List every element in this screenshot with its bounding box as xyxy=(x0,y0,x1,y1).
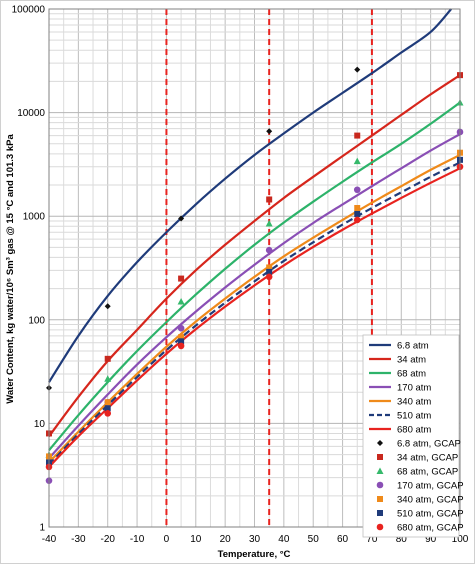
data-point xyxy=(104,405,111,412)
legend-label: 34 atm, GCAP xyxy=(397,452,458,463)
y-tick-label: 10 xyxy=(34,419,46,430)
data-point xyxy=(354,211,361,218)
y-tick-label: 100000 xyxy=(12,5,46,16)
legend-label: 340 atm xyxy=(397,396,431,407)
data-point xyxy=(178,215,185,222)
plot-border xyxy=(48,8,461,528)
x-tick-label: -20 xyxy=(100,534,115,545)
series-line xyxy=(48,153,461,464)
data-point xyxy=(354,132,361,139)
x-tick-label: 100 xyxy=(452,534,469,545)
legend-marker-swatch xyxy=(377,440,383,446)
y-tick-label: 1 xyxy=(39,523,45,534)
x-tick-label: 80 xyxy=(396,534,408,545)
data-point xyxy=(353,186,361,194)
series-line xyxy=(48,101,461,452)
data-point xyxy=(265,273,273,281)
y-tick-label: 10000 xyxy=(17,108,45,119)
legend-label: 170 atm, GCAP xyxy=(397,480,464,491)
y-axis-title: Water Content, kg water/10⁶ Sm³ gas @ 15… xyxy=(5,134,16,404)
x-tick-label: 20 xyxy=(220,534,232,545)
series-lines xyxy=(48,8,461,468)
x-tick-label: 30 xyxy=(249,534,261,545)
data-point xyxy=(266,196,273,203)
data-point xyxy=(353,157,361,165)
legend-marker-swatch xyxy=(376,481,384,489)
legend-label: 510 atm xyxy=(397,410,431,421)
data-point xyxy=(354,204,361,211)
legend-label: 680 atm xyxy=(397,424,431,435)
legend-label: 6.8 atm, GCAP xyxy=(397,438,461,449)
legend-marker-swatch xyxy=(376,467,384,474)
series-line xyxy=(48,167,461,468)
legend-box xyxy=(362,334,460,538)
data-point xyxy=(178,334,185,341)
x-tick-label: -30 xyxy=(71,534,86,545)
data-point xyxy=(177,342,185,350)
legend-marker-swatch xyxy=(376,523,384,531)
x-axis-title: Temperature, °C xyxy=(218,549,291,560)
legend-marker-swatch xyxy=(377,496,383,502)
x-tick-label: 10 xyxy=(190,534,202,545)
legend-label: 68 atm, GCAP xyxy=(397,466,458,477)
data-point xyxy=(266,268,273,275)
data-point xyxy=(104,303,111,310)
data-point xyxy=(266,264,273,271)
data-point xyxy=(353,216,361,224)
data-point xyxy=(177,298,185,305)
data-point xyxy=(178,275,185,282)
x-tick-label: 90 xyxy=(425,534,437,545)
data-point xyxy=(177,324,185,332)
series-line xyxy=(48,74,461,437)
x-tick-label: 70 xyxy=(366,534,378,545)
legend-label: 510 atm, GCAP xyxy=(397,508,464,519)
data-point xyxy=(266,128,273,135)
y-tick-labels: 1 10 100 1000 10000 100000 xyxy=(12,5,46,534)
legend-label: 6.8 atm xyxy=(397,340,429,351)
legend: 6.8 atm 34 atm 68 atm 170 atm 340 atm 510 atm… xyxy=(362,334,464,538)
series-line xyxy=(48,8,453,383)
x-tick-label: -10 xyxy=(130,534,145,545)
y-tick-label: 100 xyxy=(28,315,45,326)
legend-label: 34 atm xyxy=(397,354,426,365)
data-point xyxy=(104,399,111,406)
x-tick-label: -40 xyxy=(42,534,57,545)
data-point xyxy=(178,338,185,345)
data-point xyxy=(265,220,273,227)
legend-label: 68 atm xyxy=(397,368,426,379)
data-point xyxy=(104,355,111,362)
x-tick-label: 0 xyxy=(164,534,170,545)
series-line xyxy=(48,161,461,466)
x-tick-label: 50 xyxy=(308,534,320,545)
x-tick-label: 60 xyxy=(337,534,349,545)
y-tick-label: 1000 xyxy=(23,212,46,223)
x-tick-label: 40 xyxy=(278,534,290,545)
data-point xyxy=(104,375,112,382)
legend-label: 170 atm xyxy=(397,382,431,393)
data-point xyxy=(265,246,273,254)
legend-label: 340 atm, GCAP xyxy=(397,494,464,505)
legend-marker-swatch xyxy=(377,510,383,516)
data-point xyxy=(104,410,112,417)
data-point xyxy=(354,66,361,73)
legend-marker-swatch xyxy=(377,454,383,460)
x-tick-labels: -40 -30 -20 -10 0 10 20 30 40 50 60 70 80 90 100 xyxy=(42,534,469,545)
series-line xyxy=(48,133,461,460)
legend-label: 680 atm, GCAP xyxy=(397,522,464,533)
